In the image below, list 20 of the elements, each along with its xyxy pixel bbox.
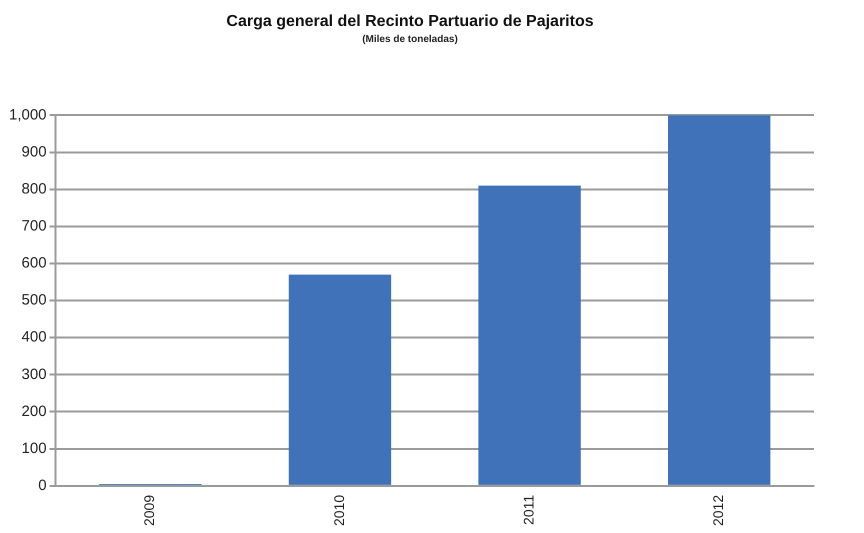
y-tick-label: 800: [22, 180, 47, 198]
y-tick-label: 200: [22, 402, 47, 420]
y-tick-label: 300: [22, 366, 47, 383]
y-tick-label: 600: [22, 254, 47, 272]
y-tick-label: 900: [22, 143, 47, 160]
y-tick-label: 400: [22, 328, 47, 346]
y-tick-label: 500: [22, 292, 47, 309]
y-tick-label: 100: [22, 440, 47, 457]
bar: [288, 274, 392, 485]
bar: [478, 186, 581, 485]
bar: [668, 115, 770, 485]
x-tick-label: 2009: [141, 494, 158, 526]
chart-subtitle: (Miles de toneladas): [362, 34, 458, 45]
x-tick-label: 2012: [710, 494, 726, 526]
chart-title: Carga general del Recinto Partuario de Pajaritos: [226, 13, 594, 30]
y-tick-label: 700: [22, 218, 47, 235]
x-tick-label: 2010: [330, 494, 347, 526]
y-tick-label: 1,000: [8, 106, 47, 124]
y-tick-label: 0: [38, 476, 47, 494]
x-tick-label: 2011: [520, 494, 536, 525]
